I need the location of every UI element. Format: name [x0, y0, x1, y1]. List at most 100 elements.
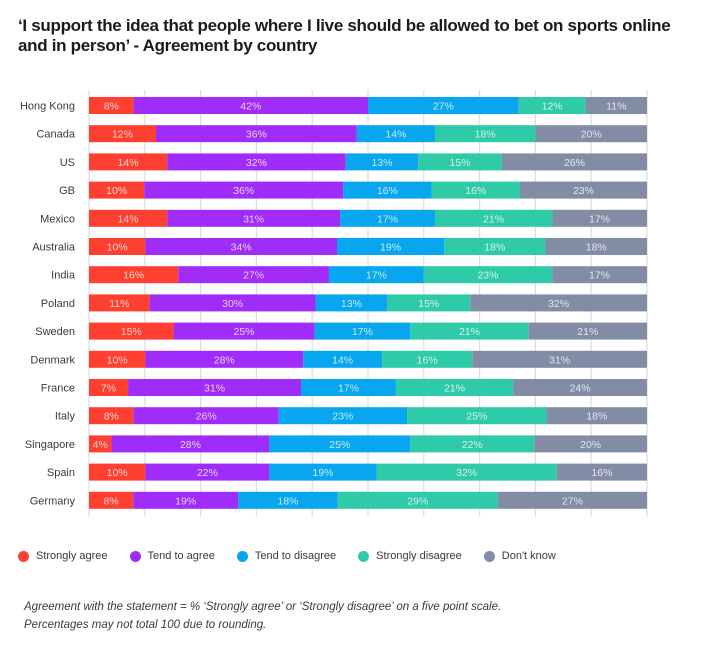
bar-segment	[89, 322, 174, 340]
bar-segment	[89, 294, 150, 312]
data-label: 31%	[204, 383, 225, 395]
bar-segment	[376, 463, 557, 481]
data-label: 18%	[586, 242, 607, 254]
bar-segment	[89, 125, 156, 143]
data-label: 18%	[484, 242, 505, 254]
bar-segment	[144, 181, 344, 199]
category-label: US	[60, 157, 75, 169]
data-label: 15%	[121, 326, 142, 338]
bar-segment	[395, 379, 514, 396]
bar-segment	[410, 435, 535, 453]
category-label: Mexico	[40, 213, 75, 225]
bar-segment	[89, 379, 129, 396]
legend-item: Strongly agree	[18, 550, 108, 562]
legend-label: Don't know	[501, 550, 556, 562]
bar-segment	[513, 379, 647, 396]
category-label: India	[51, 270, 76, 282]
legend-color-dot-icon	[358, 550, 370, 562]
bar-segment	[89, 407, 134, 425]
bar-segment	[145, 350, 304, 368]
bar-segment	[418, 153, 502, 171]
data-label: 15%	[418, 298, 439, 310]
data-label: 28%	[180, 439, 201, 451]
data-label: 26%	[196, 411, 217, 423]
data-label: 25%	[233, 326, 254, 338]
bar-segment	[133, 491, 239, 509]
bar-segment	[368, 97, 519, 114]
data-label: 18%	[586, 411, 607, 423]
bar-segment	[340, 209, 435, 227]
bar-segment	[528, 322, 647, 340]
bar-segment	[501, 153, 647, 171]
data-label: 10%	[107, 354, 128, 366]
bar-segment	[546, 407, 647, 425]
bar-segment	[431, 181, 520, 199]
bar-segment	[518, 97, 586, 114]
bar-segment	[535, 125, 647, 143]
bar-segment	[343, 181, 432, 199]
note-rounding: Percentages may not total 100 due to rou…	[24, 619, 267, 631]
bar-segment	[328, 266, 424, 284]
legend-label: Tend to agree	[147, 550, 215, 562]
bar-segment	[89, 181, 145, 199]
bar-segment	[534, 435, 647, 453]
bar-segment	[89, 463, 146, 481]
bar-segment	[423, 266, 553, 284]
data-label: 16%	[377, 185, 398, 197]
data-label: 13%	[341, 298, 362, 310]
data-label: 21%	[444, 383, 465, 395]
bar-segment	[552, 266, 647, 284]
bar-segment	[556, 463, 647, 481]
data-label: 4%	[93, 439, 108, 451]
bar-segment	[315, 294, 388, 312]
category-label: GB	[59, 185, 75, 197]
data-label: 27%	[243, 270, 264, 282]
bar-segment	[303, 350, 383, 368]
data-label: 21%	[577, 326, 598, 338]
data-label: 8%	[104, 495, 119, 507]
category-label: Italy	[55, 411, 76, 423]
bar-segment	[89, 266, 179, 284]
data-label: 27%	[562, 495, 583, 507]
bar-segment	[356, 125, 435, 143]
data-label: 14%	[332, 354, 353, 366]
data-label: 19%	[312, 467, 333, 479]
chart-title: ‘I support the idea that people where I …	[18, 16, 671, 55]
data-label: 10%	[107, 467, 128, 479]
data-label: 13%	[371, 157, 392, 169]
data-label: 11%	[109, 298, 129, 310]
bar-segment	[238, 491, 338, 509]
data-label: 15%	[450, 157, 471, 169]
bar-segment	[89, 97, 134, 114]
data-label: 23%	[573, 185, 594, 197]
data-label: 19%	[175, 495, 196, 507]
bar-segment	[89, 350, 146, 368]
category-label: Australia	[32, 242, 76, 254]
chart-legend: Strongly agree Tend to agree Tend to disag…	[18, 550, 578, 562]
category-label: Spain	[47, 467, 75, 479]
bar-segment	[497, 491, 647, 509]
bar-segment	[519, 181, 647, 199]
bar-segment	[145, 463, 270, 481]
bar-segment	[278, 407, 408, 425]
bar-segment	[149, 294, 316, 312]
legend-color-dot-icon	[483, 550, 495, 562]
data-label: 17%	[352, 326, 373, 338]
bar-segment	[345, 153, 419, 171]
data-label: 25%	[329, 439, 350, 451]
bar-segment	[269, 463, 377, 481]
stacked-bar-chart: Hong Kong 8% 42% 27% 12% 11% Canada 12% 36% 14% 18…	[20, 90, 648, 517]
data-label: 27%	[433, 101, 454, 113]
bar-segment	[552, 209, 647, 227]
data-label: 17%	[338, 383, 359, 395]
chart-notes: Agreement with the statement = % ‘Strong…	[24, 598, 501, 634]
data-label: 28%	[214, 354, 235, 366]
legend-color-dot-icon	[236, 550, 248, 562]
bar-segment	[269, 435, 411, 453]
data-label: 17%	[589, 270, 610, 282]
data-label: 32%	[548, 298, 569, 310]
data-label: 22%	[197, 467, 218, 479]
bar-segment	[178, 266, 329, 284]
data-label: 26%	[564, 157, 585, 169]
data-label: 32%	[456, 467, 477, 479]
